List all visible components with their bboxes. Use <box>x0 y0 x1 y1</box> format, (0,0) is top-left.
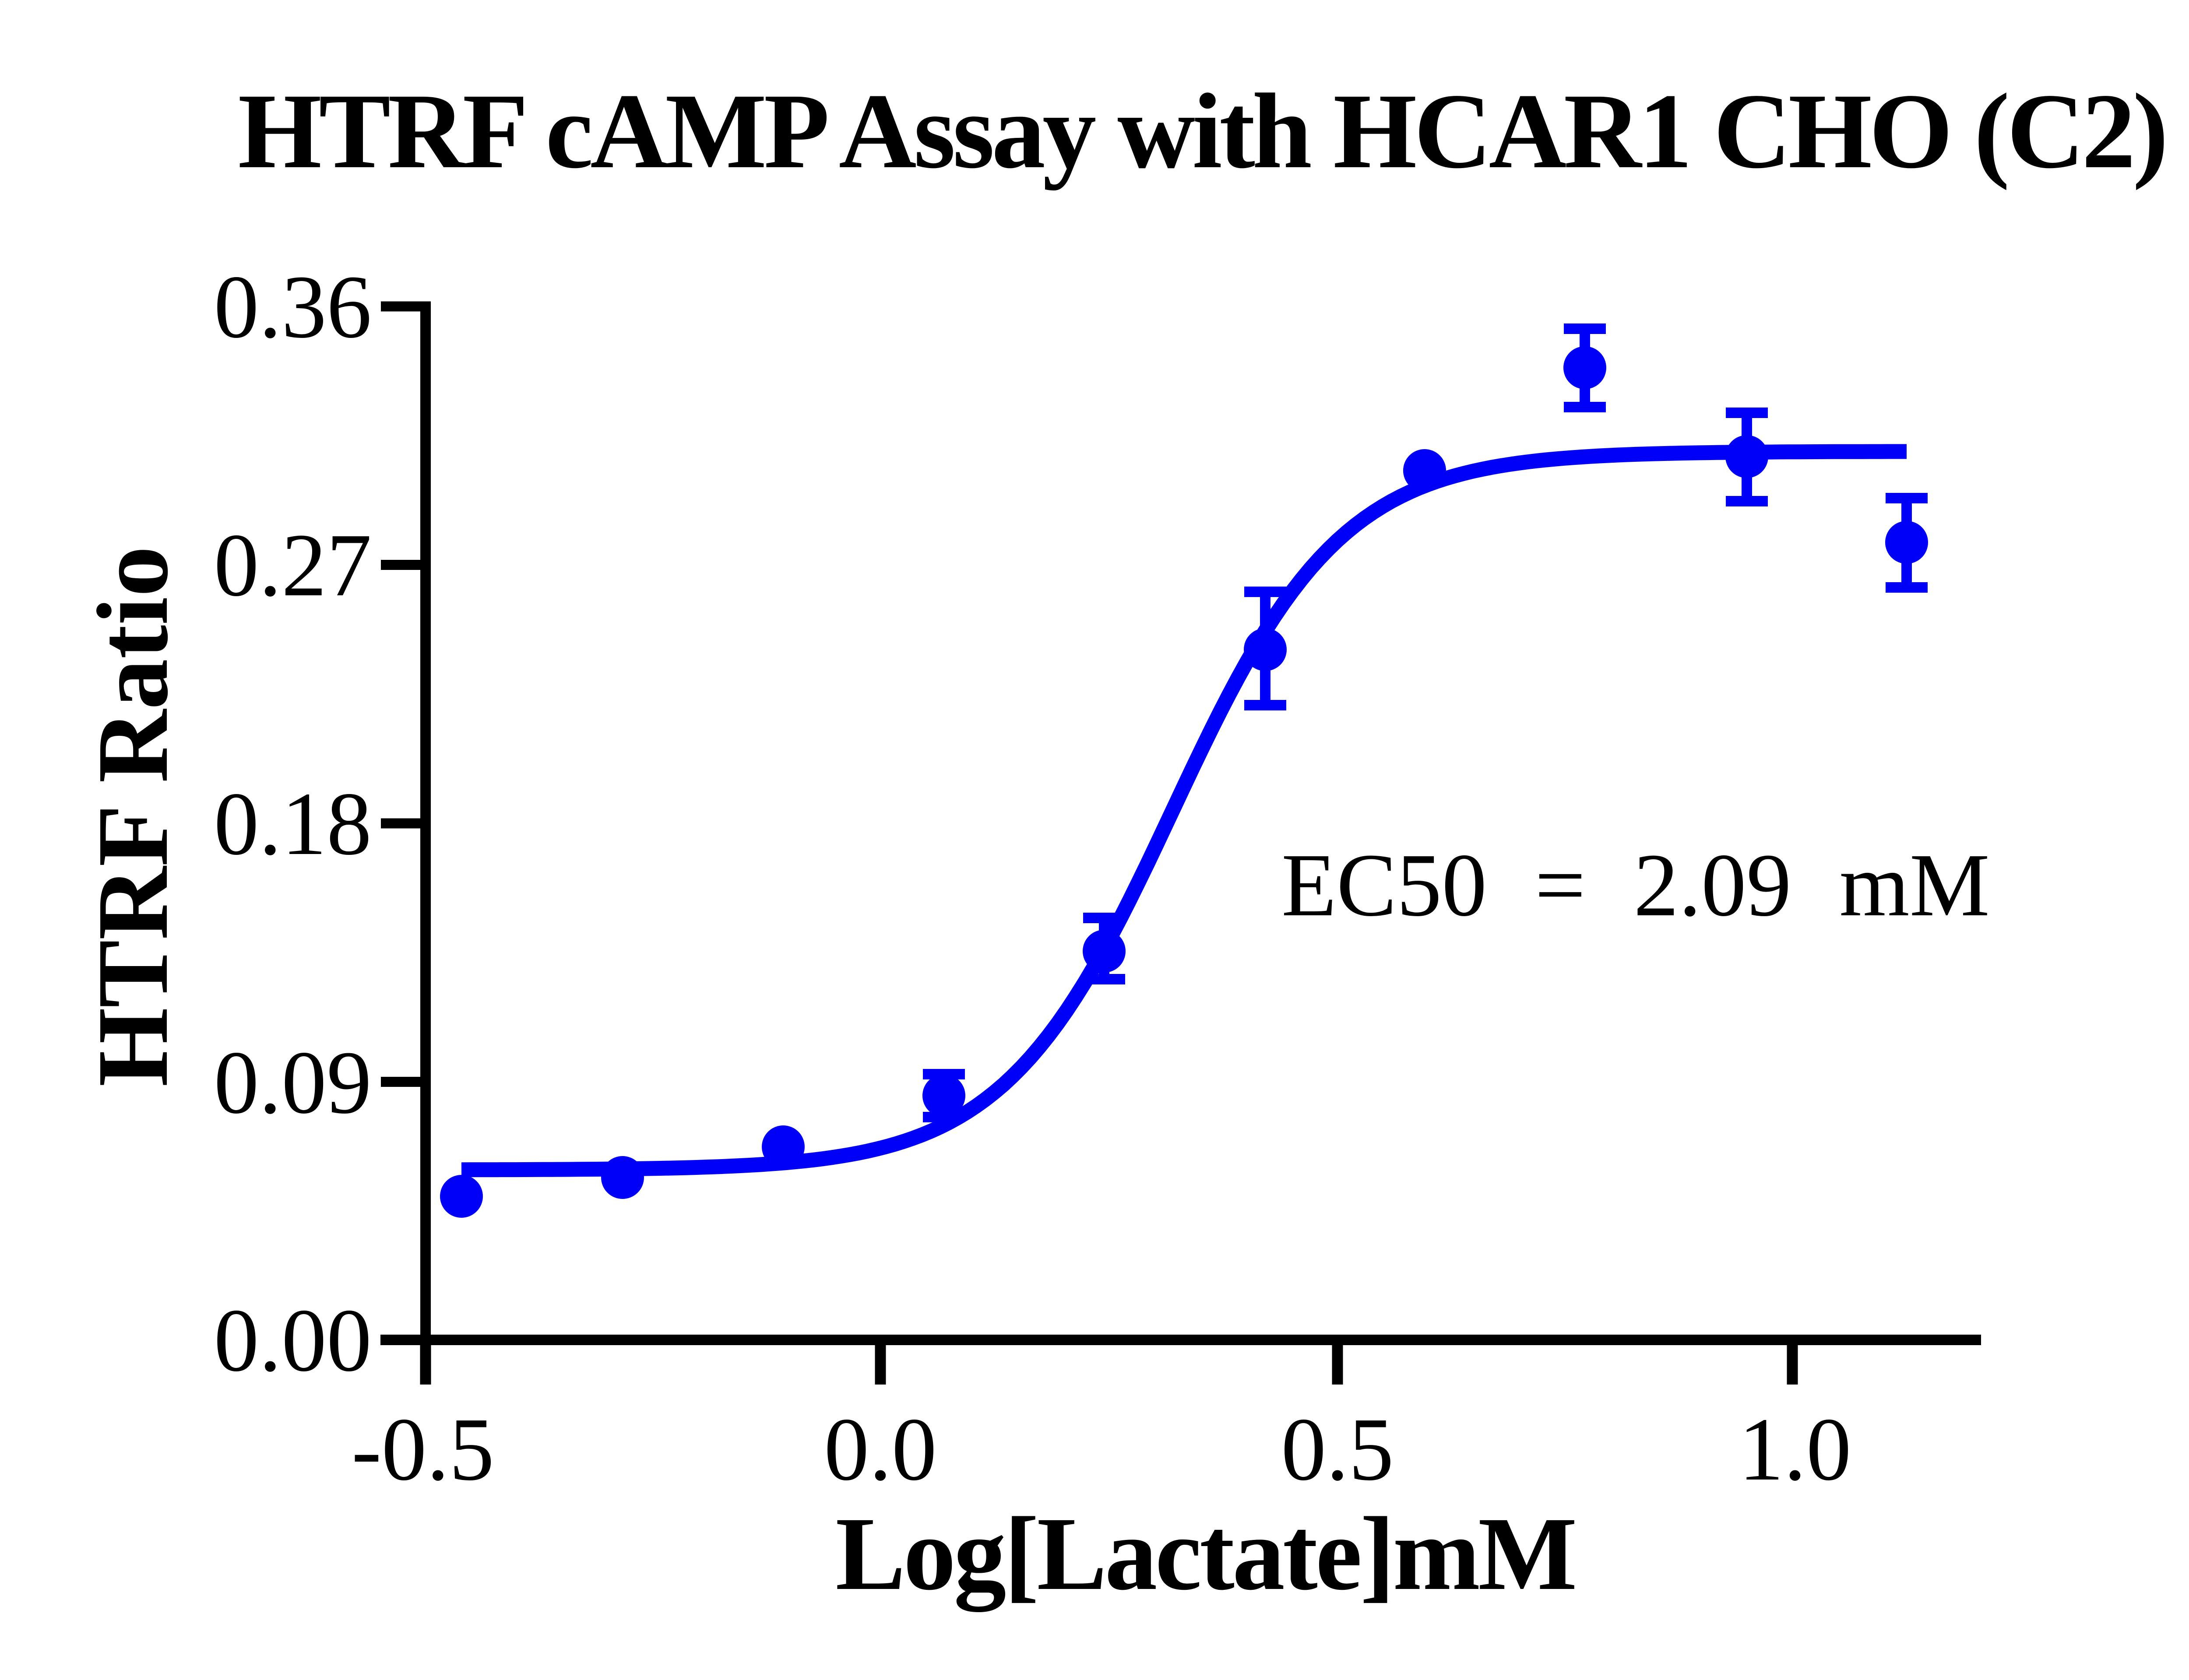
svg-text:0.0: 0.0 <box>824 1399 937 1499</box>
svg-text:HTRF cAMP Assay with HCAR1 CHO: HTRF cAMP Assay with HCAR1 CHO (C2) <box>238 72 2166 191</box>
svg-text:0.27: 0.27 <box>214 515 372 615</box>
svg-text:HTRF Ratio: HTRF Ratio <box>77 546 189 1086</box>
svg-text:0.09: 0.09 <box>214 1032 372 1132</box>
svg-text:EC50 = 2.09 mM: EC50 = 2.09 mM <box>1281 835 1990 935</box>
svg-text:-0.5: -0.5 <box>352 1399 494 1499</box>
svg-text:0.00: 0.00 <box>214 1290 372 1390</box>
svg-text:0.5: 0.5 <box>1281 1399 1394 1499</box>
svg-text:0.36: 0.36 <box>214 257 372 357</box>
svg-text:1.0: 1.0 <box>1739 1399 1851 1499</box>
svg-text:Log[Lactate]mM: Log[Lactate]mM <box>835 1495 1575 1612</box>
svg-text:0.18: 0.18 <box>214 773 372 874</box>
